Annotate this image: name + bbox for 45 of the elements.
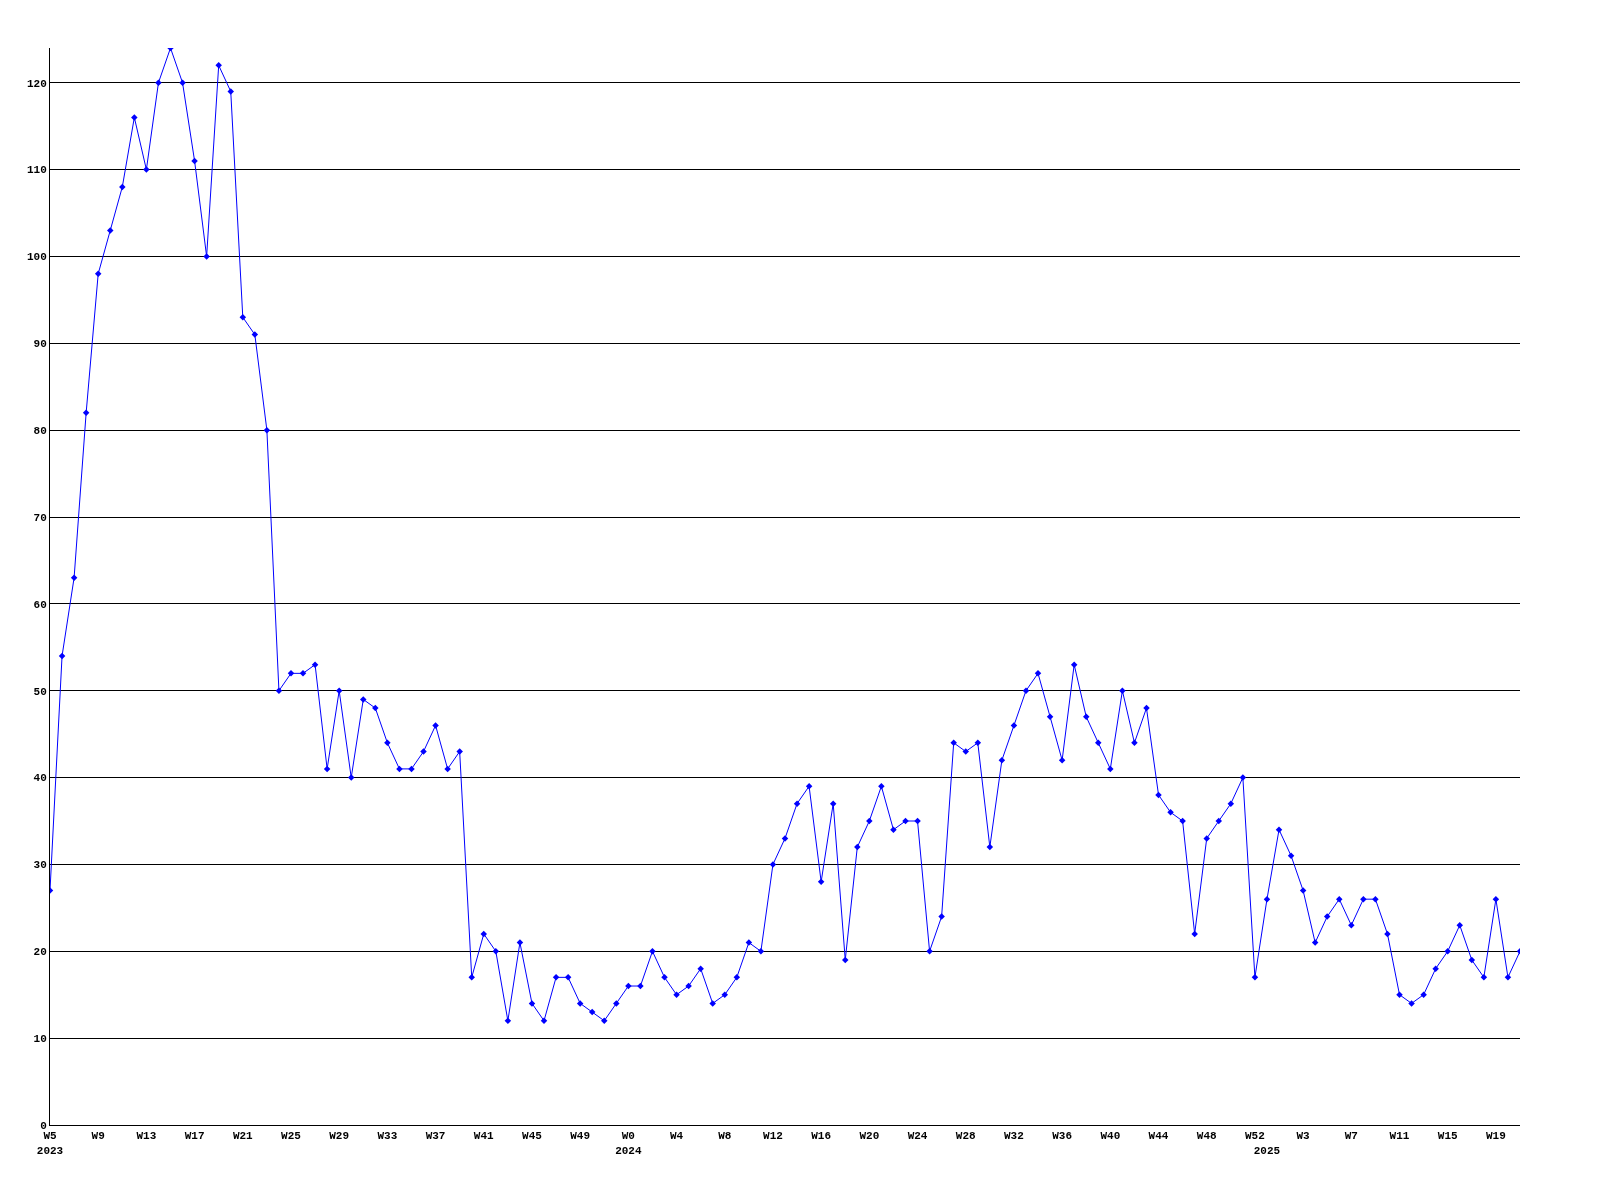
x-tick-label: W11 [1389, 1130, 1410, 1143]
x-tick-label: W4 [669, 1130, 684, 1143]
y-tick-label: 40 [33, 772, 47, 785]
x-tick-label: W29 [329, 1130, 350, 1143]
x-tick-label: W19 [1485, 1130, 1506, 1143]
y-tick-label: 120 [26, 77, 47, 90]
x-tick-label: W13 [136, 1130, 157, 1143]
y-tick-label: 70 [33, 511, 47, 524]
x-tick-label: W24 [907, 1130, 928, 1143]
y-tick-label: 80 [33, 425, 47, 438]
x-tick-label: W45 [522, 1130, 543, 1143]
y-tick-label: 110 [26, 164, 47, 177]
y-tick-label: 20 [33, 946, 47, 959]
x-tick-label: W48 [1196, 1130, 1218, 1143]
x-tick-label: W15 [1437, 1130, 1458, 1143]
y-tick-label: 100 [26, 251, 47, 264]
x-tick-label: W8 [718, 1130, 732, 1143]
x-tick-label: W41 [473, 1130, 495, 1143]
x-tick-label: W28 [955, 1130, 977, 1143]
x-tick-label: W16 [811, 1130, 832, 1143]
x-tick-label: W17 [184, 1130, 205, 1143]
x-tick-label: W25 [281, 1130, 302, 1143]
x-tick-label: W21 [232, 1130, 254, 1143]
x-tick-label: W12 [763, 1130, 783, 1143]
x-tick-label: W20 [859, 1130, 880, 1143]
y-tick-label: 90 [33, 338, 47, 351]
x-tick-label: W36 [1052, 1130, 1073, 1143]
y-tick-label: 10 [33, 1033, 47, 1045]
x-tick-label: W3 [1296, 1130, 1311, 1143]
x-tick-label: W7 [1344, 1130, 1358, 1143]
x-tick-label: W52 [1245, 1130, 1265, 1143]
x-tick-label: W9 [91, 1130, 105, 1143]
x-tick-label: W40 [1100, 1130, 1121, 1143]
x-tick-label: W49 [570, 1130, 591, 1143]
x-tick-label: W32 [1004, 1130, 1024, 1143]
x-tick-label: W37 [425, 1130, 446, 1143]
y-tick-label: 50 [33, 685, 47, 698]
x-tick-label: W44 [1148, 1130, 1169, 1143]
y-tick-label: 30 [33, 859, 47, 872]
x-tick-label: 2025 [1253, 1144, 1281, 1157]
x-tick-label: W0 2024 [615, 1130, 642, 1157]
x-tick-label: W33 [377, 1130, 398, 1143]
y-tick-label: 0 [40, 1119, 47, 1132]
x-tick-label: W5 2023 [36, 1130, 64, 1157]
y-tick-label: 60 [33, 598, 47, 611]
